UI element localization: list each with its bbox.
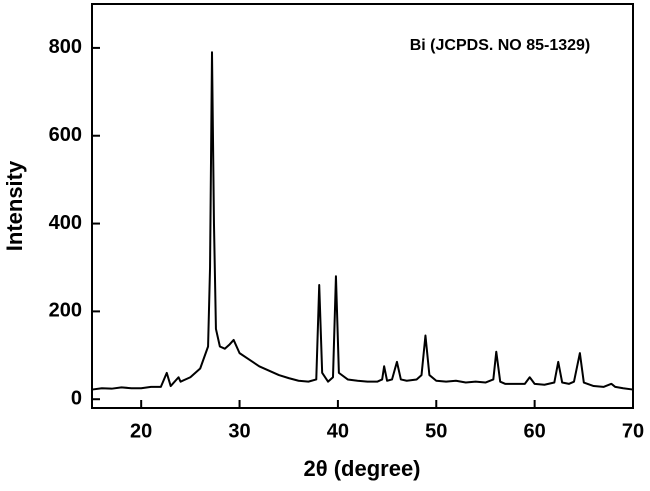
x-tick-label: 60 [524,420,546,442]
annotation: Bi (JCPDS. NO 85-1329) [410,37,591,54]
x-tick-label: 30 [228,420,250,442]
x-tick-label: 50 [425,420,447,442]
y-tick-label: 0 [71,387,82,409]
y-tick-label: 200 [49,300,82,322]
x-axis-label: 2θ (degree) [303,456,420,481]
y-tick-label: 400 [49,212,82,234]
chart: Bi (JCPDS. NO 85-1329) 2θ (degree) Inten… [0,0,650,491]
y-tick-label: 600 [49,124,82,146]
x-tick-label: 70 [622,420,644,442]
page: Bi (JCPDS. NO 85-1329) 2θ (degree) Inten… [0,0,650,491]
plot-frame [92,4,633,408]
y-axis-label: Intensity [2,160,27,251]
x-tick-label: 20 [130,420,152,442]
y-tick-label: 800 [49,36,82,58]
data-line [92,52,633,389]
x-tick-label: 40 [327,420,349,442]
